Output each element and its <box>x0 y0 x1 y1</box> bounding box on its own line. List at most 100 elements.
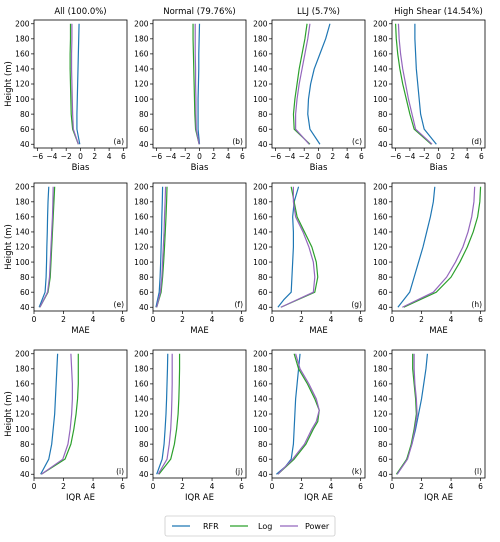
y-tick-label-b: 160 <box>134 50 149 59</box>
panel-letter-g: (g) <box>351 300 362 309</box>
series-group-h <box>397 186 482 308</box>
series-line-rfr-i <box>40 353 59 475</box>
panel-letter-f: (f) <box>235 300 244 309</box>
y-tick-label-e: 200 <box>15 182 30 191</box>
legend-label-log: Log <box>258 522 272 531</box>
y-axis-label-i: Height (m) <box>4 391 14 437</box>
y-tick-label-d: 60 <box>378 125 388 134</box>
y-tick-label-l: 80 <box>378 440 388 449</box>
y-tick-label-f: 60 <box>139 288 149 297</box>
y-tick-label-c: 140 <box>253 65 268 74</box>
series-line-power-d <box>397 23 433 145</box>
y-tick-label-g: 120 <box>253 243 268 252</box>
series-line-log-i <box>41 353 79 475</box>
x-tick-label-a: −2 <box>61 152 72 161</box>
y-tick-label-c: 120 <box>253 80 268 89</box>
x-axis-label-f: MAE <box>190 326 209 336</box>
y-tick-label-f: 140 <box>134 228 149 237</box>
x-tick-label-a: 6 <box>121 152 126 161</box>
panel-j: 0 2 4 6 40 60 80 100 120 140 160 180 200 IQR AE (j) <box>134 349 247 503</box>
y-tick-label-d: 140 <box>373 65 388 74</box>
series-group-e <box>38 186 56 308</box>
panel-title-d: High Shear (14.54%) <box>394 7 483 17</box>
x-axis-label-d: Bias <box>430 163 448 173</box>
y-tick-label-i: 60 <box>20 455 30 464</box>
series-group-d <box>394 23 437 145</box>
y-tick-label-f: 40 <box>139 303 149 312</box>
x-tick-label-l: 6 <box>478 482 483 491</box>
series-line-power-f <box>156 186 167 308</box>
series-line-power-j <box>157 353 173 475</box>
y-tick-label-k: 100 <box>253 425 268 434</box>
y-tick-label-d: 120 <box>373 80 388 89</box>
y-tick-label-d: 180 <box>373 35 388 44</box>
panel-letter-c: (c) <box>352 137 362 146</box>
y-tick-label-a: 40 <box>20 140 30 149</box>
x-tick-label-k: 2 <box>299 482 304 491</box>
x-axis-label-j: IQR AE <box>185 493 214 503</box>
y-tick-label-i: 40 <box>20 470 30 479</box>
y-tick-label-f: 80 <box>139 273 149 282</box>
y-tick-label-k: 160 <box>253 380 268 389</box>
x-tick-label-h: 2 <box>419 315 424 324</box>
y-tick-label-c: 200 <box>253 19 268 28</box>
y-tick-label-d: 160 <box>373 50 388 59</box>
series-group-j <box>156 353 181 475</box>
series-line-rfr-f <box>155 186 164 308</box>
y-tick-label-i: 180 <box>15 365 30 374</box>
x-tick-label-e: 4 <box>91 315 96 324</box>
series-group-g <box>277 186 319 308</box>
x-axis-label-g: MAE <box>309 326 328 336</box>
x-tick-label-h: 0 <box>390 315 395 324</box>
legend-label-power: Power <box>305 522 330 531</box>
y-tick-label-b: 180 <box>134 35 149 44</box>
y-tick-label-d: 80 <box>378 110 388 119</box>
series-line-log-c <box>292 23 311 145</box>
panel-letter-j: (j) <box>235 467 243 476</box>
panel-letter-d: (d) <box>471 137 482 146</box>
panel-letter-e: (e) <box>114 300 125 309</box>
y-tick-label-h: 80 <box>378 273 388 282</box>
y-tick-label-h: 60 <box>378 288 388 297</box>
series-group-a <box>69 23 81 145</box>
panel-b: −6 −4 −2 0 2 4 6 40 60 80 100 120 140 160 180 200 Bias No… <box>134 7 247 173</box>
y-tick-label-b: 80 <box>139 110 149 119</box>
x-tick-label-c: −2 <box>299 152 310 161</box>
y-tick-label-j: 180 <box>134 365 149 374</box>
y-tick-label-d: 200 <box>373 19 388 28</box>
series-line-log-j <box>158 353 181 475</box>
y-tick-label-a: 120 <box>15 80 30 89</box>
x-tick-label-a: 4 <box>107 152 112 161</box>
x-tick-label-h: 6 <box>478 315 483 324</box>
y-tick-label-l: 60 <box>378 455 388 464</box>
series-line-power-c <box>295 23 311 145</box>
y-tick-label-f: 100 <box>134 258 149 267</box>
legend-entry-power: Power <box>280 522 330 531</box>
y-tick-label-c: 40 <box>258 140 268 149</box>
x-tick-label-a: −6 <box>32 152 43 161</box>
y-tick-label-f: 180 <box>134 198 149 207</box>
axes-frame-h <box>391 182 486 312</box>
x-axis-label-i: IQR AE <box>66 493 95 503</box>
series-line-power-g <box>280 186 316 308</box>
series-group-c <box>292 23 331 145</box>
y-tick-label-a: 160 <box>15 50 30 59</box>
x-tick-label-d: 6 <box>479 152 484 161</box>
series-line-rfr-d <box>414 23 437 145</box>
y-tick-label-f: 160 <box>134 213 149 222</box>
y-tick-label-c: 180 <box>253 35 268 44</box>
y-tick-label-e: 140 <box>15 228 30 237</box>
y-tick-label-e: 160 <box>15 213 30 222</box>
axes-frame-i <box>33 349 128 479</box>
x-tick-label-b: 4 <box>226 152 231 161</box>
y-tick-label-j: 100 <box>134 425 149 434</box>
y-tick-label-h: 160 <box>373 213 388 222</box>
panel-i: 0 2 4 6 40 60 80 100 120 140 160 180 200 IQR AE Height… <box>4 349 128 503</box>
panel-letter-b: (b) <box>232 137 243 146</box>
y-tick-label-k: 80 <box>258 440 268 449</box>
y-tick-label-i: 160 <box>15 380 30 389</box>
y-tick-label-j: 80 <box>139 440 149 449</box>
x-axis-label-h: MAE <box>429 326 448 336</box>
y-tick-label-k: 120 <box>253 410 268 419</box>
y-tick-label-h: 120 <box>373 243 388 252</box>
